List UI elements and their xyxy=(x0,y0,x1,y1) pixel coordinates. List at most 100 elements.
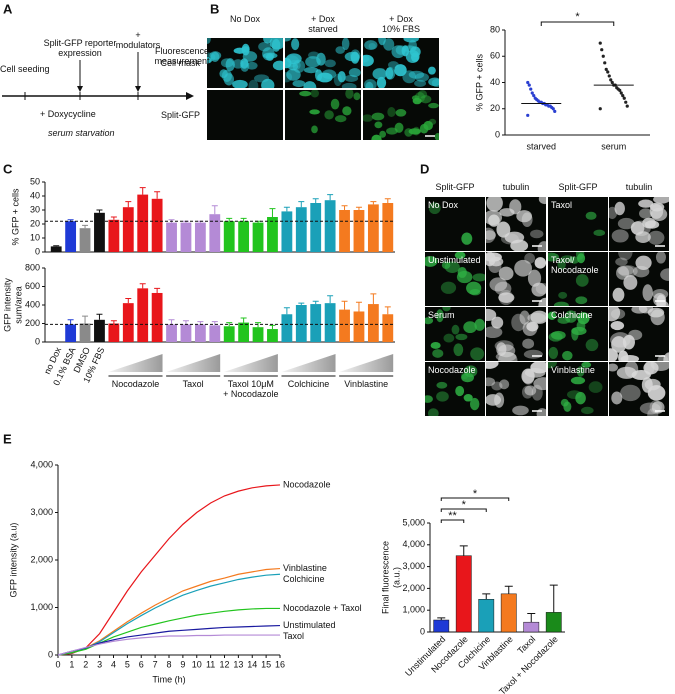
column-label: + Dox starved xyxy=(308,14,338,34)
cell xyxy=(333,73,343,86)
cell xyxy=(530,310,546,324)
error-bar xyxy=(341,205,348,210)
cell xyxy=(486,308,497,321)
point xyxy=(553,109,557,113)
y-tick-label: 4,000 xyxy=(402,539,425,549)
cell xyxy=(248,79,259,88)
cell xyxy=(324,59,336,68)
point xyxy=(606,70,610,74)
cell xyxy=(610,308,626,320)
cell xyxy=(523,349,543,359)
cell xyxy=(425,317,434,325)
cell xyxy=(441,261,451,269)
cell xyxy=(652,288,669,300)
cell xyxy=(207,38,211,45)
cell xyxy=(548,252,559,262)
bar xyxy=(194,324,206,342)
y-axis-label: Final fluorescence(a.u.) xyxy=(381,541,402,614)
error-bar xyxy=(67,319,74,325)
image-label: Unstimulated xyxy=(428,255,481,265)
micrograph xyxy=(609,252,669,306)
cell xyxy=(486,197,503,212)
error-bar xyxy=(312,300,319,305)
cell xyxy=(451,324,460,335)
cell xyxy=(494,281,512,296)
significance-label: * xyxy=(575,11,580,23)
cell xyxy=(469,397,480,411)
error-bar xyxy=(298,302,305,305)
cell xyxy=(585,211,597,220)
x-tick-label: 9 xyxy=(180,659,185,669)
cell xyxy=(436,391,449,402)
error-bar xyxy=(437,617,446,621)
cell xyxy=(455,385,465,397)
cell xyxy=(379,130,387,138)
bar xyxy=(223,326,235,342)
cell xyxy=(644,220,660,229)
bar xyxy=(151,292,163,342)
bar xyxy=(324,200,336,252)
cell xyxy=(440,281,457,294)
significance-bracket xyxy=(440,519,465,523)
group-label: Nocodazole xyxy=(111,379,160,389)
cell xyxy=(531,282,546,297)
cell xyxy=(353,92,361,101)
x-tick-label: 4 xyxy=(111,659,116,669)
x-tick-label: 0 xyxy=(55,659,60,669)
row-label: Cell mask xyxy=(160,58,200,68)
error-bar xyxy=(283,307,290,315)
cell xyxy=(304,67,319,74)
bar xyxy=(65,221,77,252)
error-bar xyxy=(154,191,161,199)
cell xyxy=(310,90,320,98)
point xyxy=(601,54,605,58)
micrograph xyxy=(548,307,608,361)
error-bar xyxy=(283,206,290,212)
cell xyxy=(221,69,232,82)
cell xyxy=(548,332,563,342)
cell xyxy=(536,408,546,416)
image-label: No Dox xyxy=(428,200,459,210)
cell xyxy=(581,362,592,368)
cell xyxy=(372,68,387,80)
y-tick-label: 1,000 xyxy=(402,605,425,615)
x-axis-label: Time (h) xyxy=(152,674,185,684)
micrograph-bg xyxy=(425,197,485,251)
error-bar xyxy=(459,545,468,556)
x-tick-label: 14 xyxy=(247,659,257,669)
bar xyxy=(223,221,235,252)
group-label: Taxol 10μM + Nocodazole xyxy=(223,379,279,399)
error-bar xyxy=(125,298,132,304)
error-bar xyxy=(327,194,334,201)
micrograph xyxy=(285,38,361,88)
point xyxy=(603,61,607,65)
cell xyxy=(650,362,669,372)
cell xyxy=(530,229,544,239)
cell xyxy=(538,297,546,306)
point xyxy=(625,104,629,108)
error-bar xyxy=(327,295,334,304)
bar xyxy=(122,207,134,252)
cell xyxy=(563,401,572,412)
cell xyxy=(620,384,641,402)
series-line xyxy=(57,484,281,656)
error-bar xyxy=(211,205,218,215)
micrograph xyxy=(425,362,485,416)
cell xyxy=(519,310,530,325)
error-bar xyxy=(226,322,233,327)
point xyxy=(609,78,613,82)
y-tick-label: 30 xyxy=(30,204,40,214)
cell xyxy=(311,125,318,134)
series-line xyxy=(57,573,281,656)
cell xyxy=(414,79,427,87)
bar xyxy=(79,228,91,252)
series-line xyxy=(57,624,281,656)
bar xyxy=(94,212,105,252)
column-label: Split-GFP xyxy=(558,182,598,192)
bar xyxy=(252,327,264,342)
cell xyxy=(246,61,258,70)
cell xyxy=(521,385,534,399)
cell xyxy=(575,296,588,305)
cell xyxy=(576,366,585,377)
cell xyxy=(575,391,586,405)
